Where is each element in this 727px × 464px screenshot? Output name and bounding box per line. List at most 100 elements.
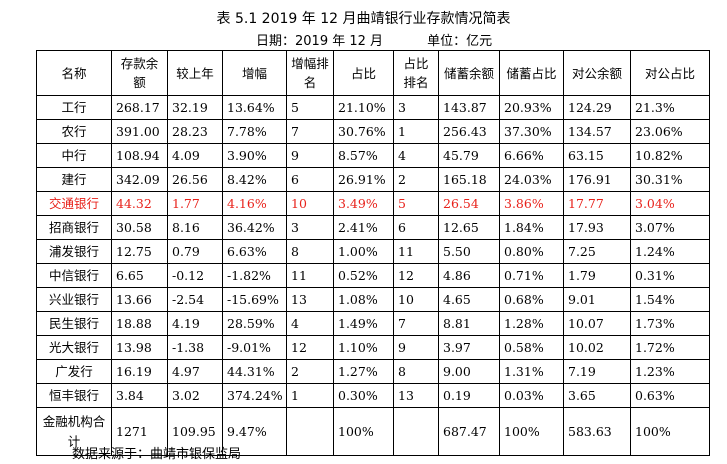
table-cell: 1 (286, 383, 334, 408)
table-cell: 0.19 (438, 383, 500, 408)
table-row: 民生银行 18.88 4.19 28.59% 4 1.49% 7 8.81 1.28% 10.07… (36, 311, 710, 336)
table-cell: 391.00 (111, 119, 168, 144)
table-cell: 7.19 (563, 359, 631, 384)
table-cell: 21.3% (630, 95, 710, 120)
table-cell: 7 (393, 311, 439, 336)
table-cell: 0.52% (333, 263, 394, 288)
table-cell: 9 (393, 335, 439, 360)
table-row: 广发行 16.19 4.97 44.31% 2 1.27% 8 9.00 1.31% 7.19 1.… (36, 359, 710, 384)
table-cell: 3 (393, 95, 439, 120)
table-cell: -1.82% (222, 263, 287, 288)
table-cell: 0.30% (333, 383, 394, 408)
table-cell: 1.31% (499, 359, 564, 384)
table-cell: 268.17 (111, 95, 168, 120)
table-cell: 24.03% (499, 167, 564, 192)
bank-name-cell: 兴业银行 (36, 287, 112, 312)
table-cell: 6 (286, 167, 334, 192)
table-cell: 13.64% (222, 95, 287, 120)
table-cell: 0.58% (499, 335, 564, 360)
table-cell: 108.94 (111, 143, 168, 168)
table-cell: 3.90% (222, 143, 287, 168)
column-header: 增幅排名 (286, 50, 334, 96)
table-cell: 8 (286, 239, 334, 264)
table-cell: 28.59% (222, 311, 287, 336)
unit-label: 单位：亿元 (427, 34, 493, 49)
table-cell: 5 (286, 95, 334, 120)
table-cell: 143.87 (438, 95, 500, 120)
table-cell: 0.79 (167, 239, 223, 264)
table-cell: 3.07% (630, 215, 710, 240)
table-cell: 0.68% (499, 287, 564, 312)
column-header: 占比 (333, 50, 394, 96)
table-cell: 9.00 (438, 359, 500, 384)
table-cell: 1.24% (630, 239, 710, 264)
table-cell: 17.77 (563, 191, 631, 216)
table-cell: 0.63% (630, 383, 710, 408)
table-cell: 1.23% (630, 359, 710, 384)
table-cell: 10.07 (563, 311, 631, 336)
table-cell: 17.93 (563, 215, 631, 240)
column-header: 增幅 (222, 50, 287, 96)
table-cell: 8.16 (167, 215, 223, 240)
table-subtitle: 日期：2019 年 12 月 单位：亿元 (256, 30, 492, 49)
table-row: 中信银行 6.65 -0.12 -1.82% 11 0.52% 12 4.86 0.71% 1.7… (36, 263, 710, 288)
bank-name-cell: 工行 (36, 95, 112, 120)
bank-name-cell: 浦发银行 (36, 239, 112, 264)
table-row: 兴业银行 13.66 -2.54 -15.69% 13 1.08% 10 4.65 0.68% 9… (36, 287, 710, 312)
table-cell: 5.50 (438, 239, 500, 264)
table-cell: -1.38 (167, 335, 223, 360)
column-header: 储蓄余额 (438, 50, 500, 96)
table-cell: 21.10% (333, 95, 394, 120)
table-row: 建行 342.09 26.56 8.42% 6 26.91% 2 165.18 24.03% 17… (36, 167, 710, 192)
table-row: 招商银行 30.58 8.16 36.42% 3 2.41% 6 12.65 1.84% 17.9… (36, 215, 710, 240)
table-cell: 9.47% (222, 407, 287, 456)
table-cell: 13 (393, 383, 439, 408)
table-cell: 8.81 (438, 311, 500, 336)
table-cell: 256.43 (438, 119, 500, 144)
table-row: 交通银行 44.32 1.77 4.16% 10 3.49% 5 26.54 3.86% 17.7… (36, 191, 710, 216)
table-cell: 26.54 (438, 191, 500, 216)
table-cell: -0.12 (167, 263, 223, 288)
table-cell: 10 (286, 191, 334, 216)
table-cell: 8 (393, 359, 439, 384)
bank-name-cell: 交通银行 (36, 191, 112, 216)
table-cell: 13.98 (111, 335, 168, 360)
table-cell: 30.31% (630, 167, 710, 192)
table-title: 表 5.1 2019 年 12 月曲靖银行业存款情况简表 (216, 11, 511, 27)
table-cell: 10.82% (630, 143, 710, 168)
table-cell: 1.72% (630, 335, 710, 360)
table-cell: 342.09 (111, 167, 168, 192)
table-cell: 1.00% (333, 239, 394, 264)
table-cell: 7.25 (563, 239, 631, 264)
table-cell: 2.41% (333, 215, 394, 240)
table-cell: 0.31% (630, 263, 710, 288)
table-cell: 4 (393, 143, 439, 168)
table-cell: 2 (286, 359, 334, 384)
table-cell: 124.29 (563, 95, 631, 120)
table-cell: 0.80% (499, 239, 564, 264)
table-cell: 12.75 (111, 239, 168, 264)
table-cell: 6.65 (111, 263, 168, 288)
table-cell: 1.08% (333, 287, 394, 312)
table-row: 中行 108.94 4.09 3.90% 9 8.57% 4 45.79 6.66% 63.15 1… (36, 143, 710, 168)
table-cell: 3.84 (111, 383, 168, 408)
table-cell: 3.49% (333, 191, 394, 216)
table-cell: 3 (286, 215, 334, 240)
table-cell: 100% (630, 407, 710, 456)
table-cell: 3.02 (167, 383, 223, 408)
table-cell: 3.65 (563, 383, 631, 408)
bank-name-cell: 招商银行 (36, 215, 112, 240)
table-cell: -9.01% (222, 335, 287, 360)
table-cell: 134.57 (563, 119, 631, 144)
table-cell: 1.79 (563, 263, 631, 288)
table-cell: 1.27% (333, 359, 394, 384)
table-cell: 8.57% (333, 143, 394, 168)
table-cell: 1.73% (630, 311, 710, 336)
bank-name-cell: 恒丰银行 (36, 383, 112, 408)
table-row: 浦发银行 12.75 0.79 6.63% 8 1.00% 11 5.50 0.80% 7.25 1… (36, 239, 710, 264)
table-cell: 7 (286, 119, 334, 144)
table-cell: 3.86% (499, 191, 564, 216)
date-label: 日期：2019 年 12 月 (256, 34, 384, 49)
table-cell: 30.58 (111, 215, 168, 240)
table-cell: 12 (393, 263, 439, 288)
